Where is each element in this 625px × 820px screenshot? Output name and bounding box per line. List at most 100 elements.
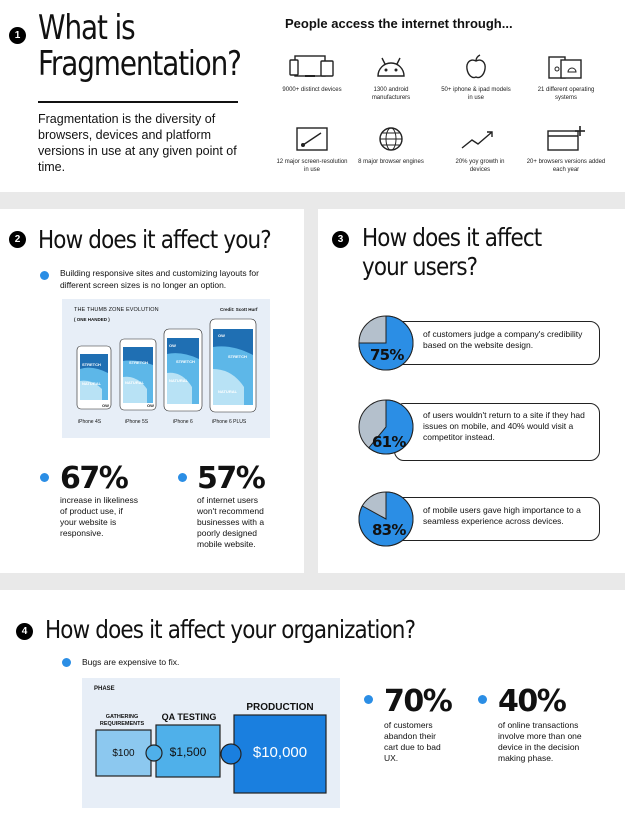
phase-cost: $10,000 xyxy=(252,744,308,761)
phone-name: iPhone 4S xyxy=(78,419,102,425)
section-number-badge: 1 xyxy=(9,27,26,44)
section-number-badge: 3 xyxy=(332,231,349,248)
stat-text: of internet users won't recommend busine… xyxy=(197,495,265,549)
definition-text: Fragmentation is the diversity of browse… xyxy=(38,112,237,174)
stat-text: increase in likeliness of product use, i… xyxy=(60,495,138,538)
stat-label: 20% yoy growth in devices xyxy=(455,159,505,173)
android-icon xyxy=(377,57,405,77)
phone-name: iPhone 6 xyxy=(173,419,193,425)
title-line: How does it affect xyxy=(362,223,542,252)
bug-cost-diagram: PHASE GATHERING REQUIREMENTS QA TESTING … xyxy=(82,678,340,808)
section-title: How does it affect you? xyxy=(38,225,272,254)
thumb-zone-title: THE THUMB ZONE EVOLUTION xyxy=(74,307,159,313)
section-number-badge: 2 xyxy=(9,231,26,248)
section-title: How does it affect your users? xyxy=(362,223,542,281)
zone-label-ow: OW xyxy=(218,333,225,338)
pie-chart xyxy=(358,399,414,455)
growth-icon xyxy=(461,131,493,149)
bullet-dot xyxy=(478,695,487,704)
title-underline xyxy=(38,101,238,103)
phase-cost: $100 xyxy=(112,748,135,759)
user-stat: of customers judge a company's credibili… xyxy=(356,313,616,383)
title-line: your users? xyxy=(362,252,478,281)
phase-name: GATHERING REQUIREMENTS xyxy=(99,714,145,727)
pie-value: 83% xyxy=(372,521,406,539)
zone-label-natural: NATURAL xyxy=(218,389,238,394)
os-icon xyxy=(548,56,582,79)
stat-label: 20+ browsers versions added each year xyxy=(526,159,606,173)
stat-value: 67% xyxy=(60,461,129,496)
stat-label: 50+ iphone & ipad models in use xyxy=(441,87,511,101)
thumb-zone-card: THE THUMB ZONE EVOLUTION ( ONE HANDED ) … xyxy=(62,299,270,438)
pie-chart xyxy=(358,491,414,547)
bullet-dot xyxy=(40,473,49,482)
user-stat: of users wouldn't return to a site if th… xyxy=(356,397,616,467)
phase-name: PRODUCTION xyxy=(246,702,314,713)
zone-label-stretch: STRETCH xyxy=(176,359,195,364)
thumb-zone-credit: Credit: Scott Hurf xyxy=(220,307,258,312)
section-affect-you: 2 How does it affect you? Building respo… xyxy=(0,209,304,573)
stat-devices: 9000+ distinct devices xyxy=(278,52,346,95)
stat-label: 21 different operating systems xyxy=(537,87,595,101)
phone-name: iPhone 5S xyxy=(125,419,149,425)
section-fragmentation: 1 What is Fragmentation? Fragmentation i… xyxy=(0,0,625,192)
zone-label-ow: OW xyxy=(147,403,154,408)
bullet-dot xyxy=(40,271,49,280)
phase-name: QA TESTING xyxy=(161,712,217,722)
thumb-zone-subtitle: ( ONE HANDED ) xyxy=(74,317,110,322)
stat-text-box: of mobile users gave high importance to … xyxy=(394,497,600,541)
stat-label: 1300 android manufacturers xyxy=(371,87,411,101)
zone-label-ow: OW xyxy=(102,403,109,408)
stat-browser-engines: 8 major browser engines xyxy=(357,124,425,167)
stat-android: 1300 android manufacturers xyxy=(357,52,425,102)
stat-label: 8 major browser engines xyxy=(358,159,424,165)
stat-apple: 50+ iphone & ipad models in use xyxy=(440,52,512,102)
stat-os: 21 different operating systems xyxy=(530,52,602,102)
stat-label: 9000+ distinct devices xyxy=(282,87,342,93)
globe-icon xyxy=(379,127,403,151)
stat-text: of online transactions involve more than… xyxy=(498,720,582,763)
zone-label-stretch: STRETCH xyxy=(129,360,148,365)
zone-label-stretch: STRETCH xyxy=(228,354,247,359)
stat-browser-versions: 20+ browsers versions added each year xyxy=(526,124,606,174)
phone-name: iPhone 6 PLUS xyxy=(212,419,247,425)
title-line: What is xyxy=(38,8,136,48)
phase-label: PHASE xyxy=(94,686,115,692)
stat-value: 70% xyxy=(384,684,453,719)
section-affect-organization: 4 How does it affect your organization? … xyxy=(0,590,625,820)
pie-value: 61% xyxy=(372,433,406,451)
stat-label: 12 major screen-resolution in use xyxy=(276,159,348,173)
zone-label-ow: OW xyxy=(169,343,176,348)
pie-value: 75% xyxy=(370,346,404,364)
apple-icon xyxy=(466,54,486,79)
pie-value-slice xyxy=(368,399,414,455)
stat-text-box: of customers judge a company's credibili… xyxy=(394,321,600,365)
screen-resolution-icon xyxy=(296,127,328,151)
stat-text-box: of users wouldn't return to a site if th… xyxy=(394,403,600,461)
user-stat: of mobile users gave high importance to … xyxy=(356,489,616,559)
stat-growth: 20% yoy growth in devices xyxy=(446,124,514,174)
pie-chart xyxy=(358,315,414,371)
bullet-dot xyxy=(178,473,187,482)
thumb-zone-phones xyxy=(76,318,257,413)
section-number-badge: 4 xyxy=(16,623,33,640)
bullet-text: Building responsive sites and customizin… xyxy=(60,268,259,290)
devices-icon xyxy=(289,55,334,77)
browser-add-icon xyxy=(547,126,585,151)
bullet-text: Bugs are expensive to fix. xyxy=(82,657,180,667)
phase-cost: $1,500 xyxy=(169,745,207,759)
pie-value-slice xyxy=(358,315,414,371)
bullet-dot xyxy=(62,658,71,667)
stat-text: of customers abandon their cart due to b… xyxy=(384,720,441,763)
title-line: Fragmentation? xyxy=(38,44,242,84)
stat-screen-resolution: 12 major screen-resolution in use xyxy=(276,124,348,174)
zone-label-stretch: STRETCH xyxy=(82,362,101,367)
phase-puzzle xyxy=(95,714,327,794)
pie-value-slice xyxy=(358,491,414,547)
zone-label-natural: NATURAL xyxy=(125,380,145,385)
zone-label-natural: NATURAL xyxy=(82,381,102,386)
section-title: How does it affect your organization? xyxy=(45,615,416,644)
bullet-dot xyxy=(364,695,373,704)
stat-value: 40% xyxy=(498,684,567,719)
zone-label-natural: NATURAL xyxy=(169,378,189,383)
